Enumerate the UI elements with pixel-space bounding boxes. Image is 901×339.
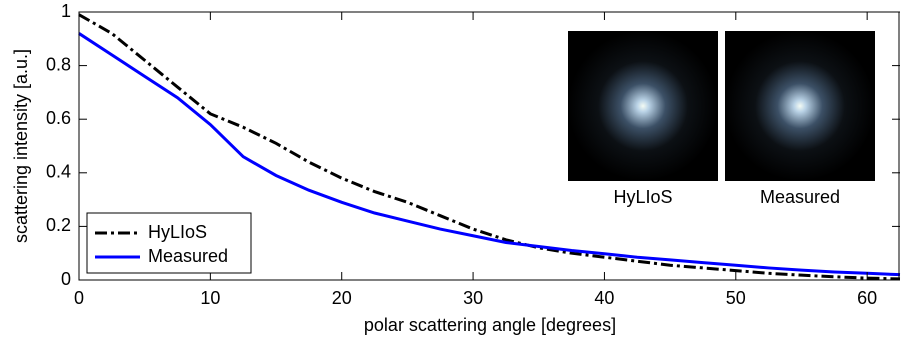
x-tick-label: 10 — [200, 288, 220, 308]
y-axis-label: scattering intensity [a.u.] — [11, 49, 31, 243]
y-tick-label: 1 — [61, 1, 71, 21]
x-tick-label: 60 — [857, 288, 877, 308]
x-tick-label: 40 — [594, 288, 614, 308]
legend-label: Measured — [148, 246, 228, 266]
y-tick-label: 0.4 — [46, 162, 71, 182]
y-tick-label: 0.2 — [46, 215, 71, 235]
inset-label: Measured — [760, 187, 840, 207]
y-tick-label: 0.6 — [46, 108, 71, 128]
x-tick-label: 0 — [74, 288, 84, 308]
x-axis-label: polar scattering angle [degrees] — [364, 315, 616, 335]
y-tick-label: 0.8 — [46, 54, 71, 74]
legend-label: HyLIoS — [148, 222, 207, 242]
inset-label: HyLIoS — [613, 187, 672, 207]
chart: scattering intensity [a.u.] polar scatte… — [0, 0, 901, 339]
page: {"chart_data": {"type": "line", "xlabel"… — [0, 0, 901, 339]
x-tick-label: 50 — [726, 288, 746, 308]
y-tick-label: 0 — [61, 269, 71, 289]
x-tick-label: 20 — [332, 288, 352, 308]
inset-image — [568, 31, 718, 181]
x-tick-label: 30 — [463, 288, 483, 308]
inset-image — [725, 31, 875, 181]
